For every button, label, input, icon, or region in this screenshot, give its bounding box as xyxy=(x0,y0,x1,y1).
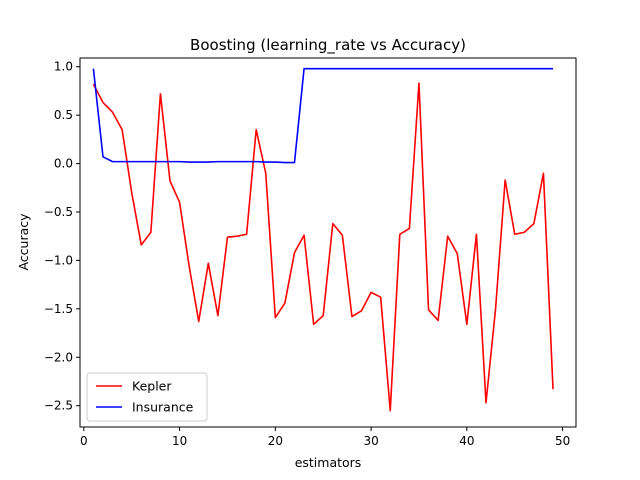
y-tick-label: 0.0 xyxy=(54,157,73,171)
plot-area xyxy=(92,67,554,412)
y-tick-label: −2.5 xyxy=(44,399,73,413)
legend: Kepler Insurance xyxy=(86,372,208,422)
plot-frame xyxy=(79,57,577,428)
y-tick-label: −0.5 xyxy=(44,205,73,219)
x-tick-label: 0 xyxy=(80,434,88,448)
x-axis-label: estimators xyxy=(295,455,362,470)
y-tick-label: −1.5 xyxy=(44,302,73,316)
y-axis-label: Accuracy xyxy=(16,213,31,271)
chart-title: Boosting (learning_rate vs Accuracy) xyxy=(190,36,466,55)
legend-box xyxy=(86,372,208,422)
y-tick-label: 0.5 xyxy=(54,108,73,122)
x-tick-label: 30 xyxy=(363,434,378,448)
x-axis: 0 10 20 30 40 50 xyxy=(80,427,570,448)
series-line-insurance xyxy=(92,67,554,164)
y-tick-label: 1.0 xyxy=(54,60,73,74)
x-tick-label: 20 xyxy=(268,434,283,448)
y-tick-label: −2.0 xyxy=(44,350,73,364)
y-tick-label: −1.0 xyxy=(44,253,73,267)
x-tick-label: 10 xyxy=(172,434,187,448)
x-tick-label: 40 xyxy=(459,434,474,448)
y-axis: 1.0 0.5 0.0 −0.5 −1.0 −1.5 −2.0 −2.5 xyxy=(44,60,80,413)
legend-label-kepler: Kepler xyxy=(132,379,172,394)
x-tick-label: 50 xyxy=(555,434,570,448)
legend-label-insurance: Insurance xyxy=(132,400,194,415)
series-line-kepler xyxy=(92,82,554,412)
